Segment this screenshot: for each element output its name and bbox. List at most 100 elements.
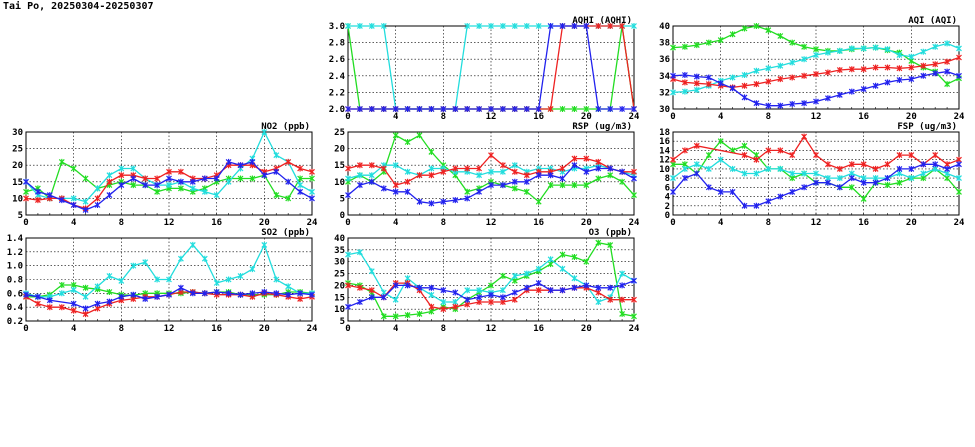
point-marker [777,62,784,69]
data-point-cyan [499,287,506,294]
point-marker [753,156,760,163]
data-point-blue [777,193,784,200]
data-point-blue [583,168,590,175]
point-marker [82,305,89,312]
point-marker [944,40,951,47]
data-point-blue [824,179,831,186]
data-point-green [619,310,626,317]
data-point-blue [872,179,879,186]
data-point-cyan [476,287,483,294]
data-point-green [595,239,602,246]
point-marker [583,23,590,29]
data-point-cyan [681,88,688,95]
point-marker [693,73,700,80]
point-marker [130,182,137,189]
point-marker [392,132,399,139]
data-point-blue [884,175,891,182]
data-point-red [177,168,184,175]
data-point-cyan [130,165,137,172]
data-point-cyan [345,251,351,258]
data-point-blue [285,178,292,185]
point-marker [225,276,232,283]
point-marker [872,64,879,71]
point-marker [261,289,268,295]
point-marker [416,106,423,112]
point-marker [595,284,602,291]
data-point-cyan [765,165,772,172]
data-point-cyan [82,198,89,205]
x-tick-label: 20 [259,218,270,228]
point-marker [440,287,447,294]
data-point-green [607,242,614,249]
data-point-red [583,155,590,162]
point-marker [583,106,590,112]
data-point-red [932,152,939,159]
x-tick-label: 20 [906,218,917,228]
y-tick-label: 15 [334,293,345,303]
point-marker [884,79,891,86]
point-marker [920,161,927,168]
data-point-blue [499,182,506,189]
data-point-blue [404,282,411,289]
data-point-cyan [201,255,208,262]
point-marker [356,106,363,112]
data-point-cyan [166,182,172,189]
point-marker [801,43,808,50]
data-point-cyan [82,293,89,300]
data-point-green [670,44,676,51]
point-marker [631,106,637,112]
point-marker [201,290,208,297]
point-marker [813,71,819,78]
point-marker [619,168,626,175]
data-point-green [705,39,712,46]
data-point-red [380,165,387,172]
point-marker [392,282,399,289]
point-marker [753,81,760,88]
data-point-blue [681,72,688,78]
data-point-red [464,165,471,172]
data-point-cyan [392,162,399,169]
data-point-cyan [789,59,796,66]
data-point-cyan [896,52,903,58]
point-marker [476,287,483,294]
point-marker [571,284,578,291]
point-marker [297,188,304,195]
point-marker [511,178,518,185]
point-marker [309,291,315,298]
data-point-red [860,66,867,73]
point-marker [416,132,423,139]
point-marker [836,67,843,73]
point-marker [464,106,471,112]
x-tick-label: 12 [486,112,497,122]
point-marker [944,58,951,65]
data-point-cyan [753,67,760,74]
point-marker [94,195,101,202]
data-point-red [932,61,939,68]
data-point-blue [595,165,602,172]
point-marker [488,168,494,175]
point-marker [836,47,843,54]
data-point-red [440,168,447,175]
data-point-red [70,307,77,314]
point-marker [729,85,736,92]
data-point-blue [356,299,363,305]
data-point-blue [166,291,172,298]
data-point-red [607,296,614,303]
data-point-blue [273,168,280,175]
point-marker [860,195,867,202]
y-tick-label: 40 [659,22,670,32]
data-point-red [535,287,542,294]
point-marker [130,165,137,172]
point-marker [23,195,29,202]
data-point-cyan [392,296,399,303]
point-marker [836,91,843,98]
point-marker [237,175,244,182]
data-point-red [595,158,602,165]
data-point-red [297,295,304,302]
point-marker [392,313,399,320]
point-marker [356,182,363,189]
data-point-blue [559,175,566,182]
point-marker [380,313,387,320]
point-marker [416,198,423,205]
point-marker [705,184,712,191]
